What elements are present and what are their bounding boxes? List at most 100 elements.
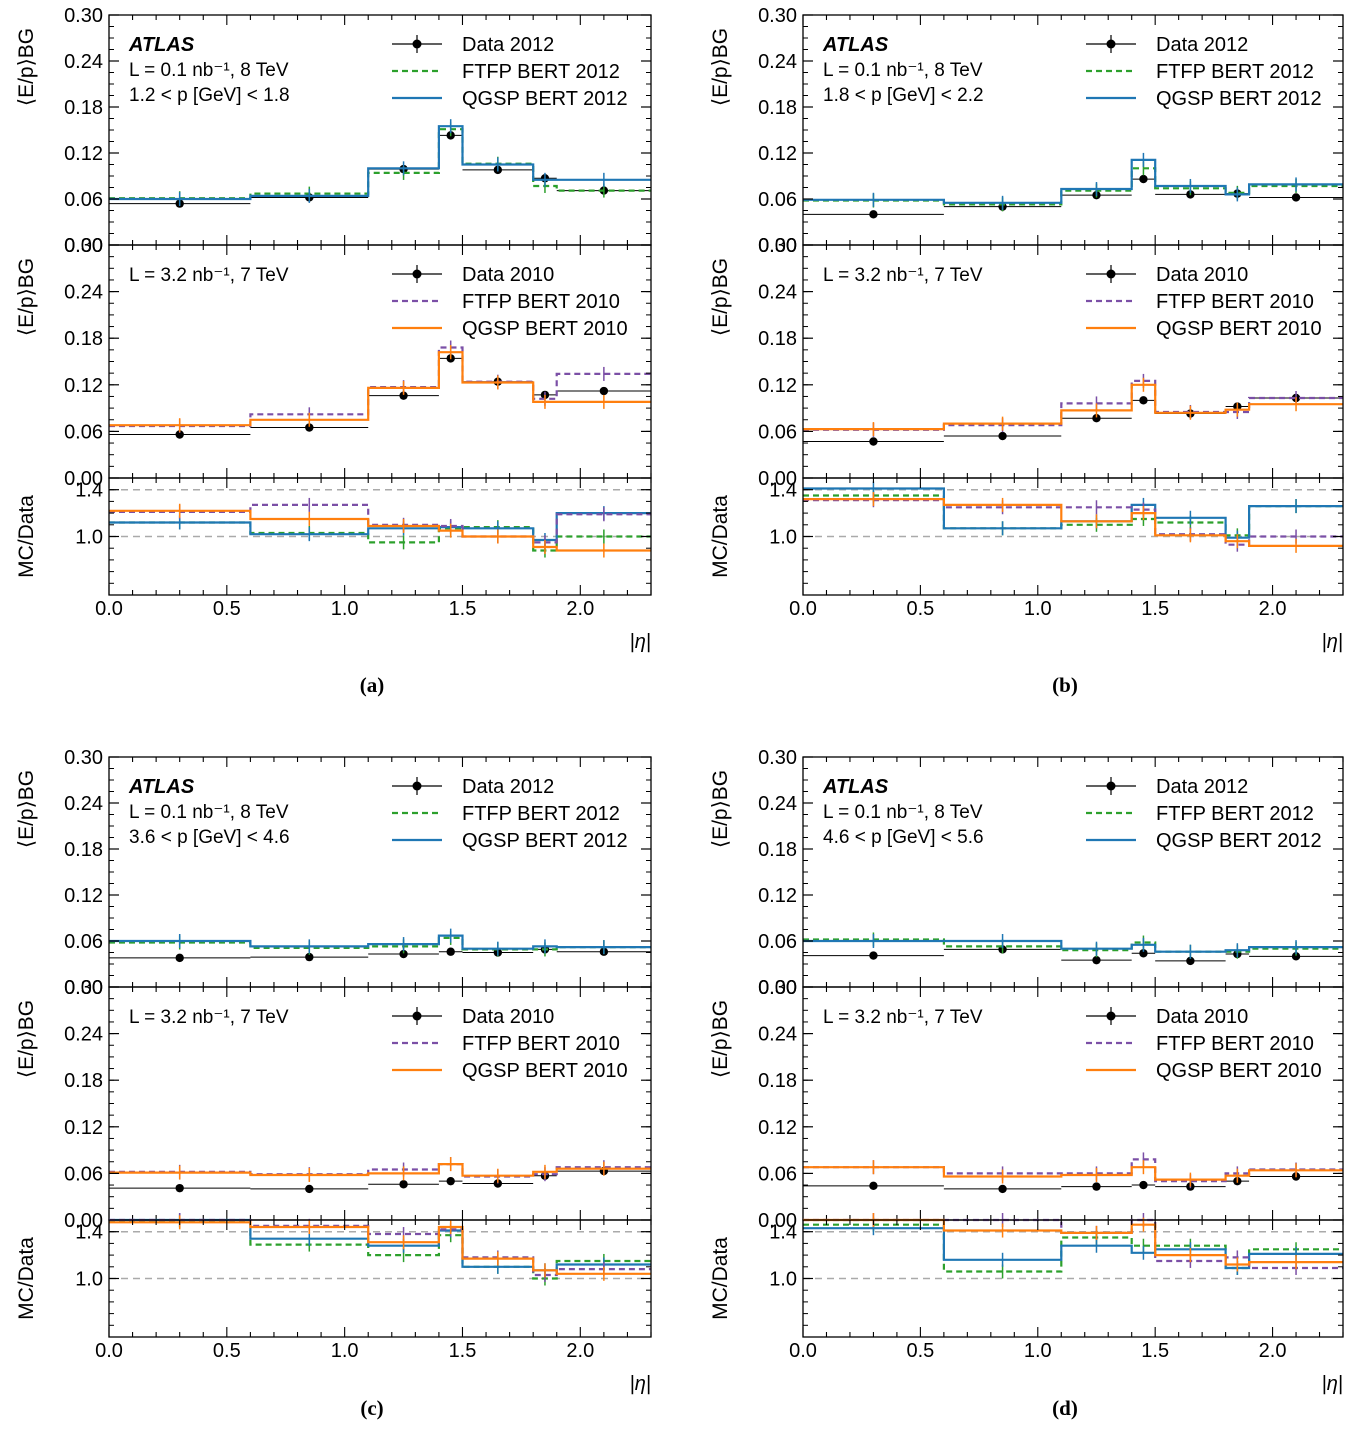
series-line-qgsp_2010	[803, 383, 1343, 431]
y-tick-label: 1.0	[769, 1269, 797, 1291]
series-line-ftfp_2010	[109, 346, 651, 428]
data-point	[1092, 413, 1101, 423]
x-tick-label: 0.0	[789, 598, 817, 620]
y-tick-label: 0.30	[758, 235, 797, 257]
y-tick-label: 1.4	[75, 480, 103, 502]
y-tick-label: 0.24	[64, 51, 103, 73]
series-line-qgsp_2010	[109, 509, 651, 552]
legend-label: QGSP BERT 2010	[462, 318, 628, 340]
y-axis-label-top: ⟨E/p⟩BG	[709, 28, 732, 106]
y-axis-label-top: ⟨E/p⟩BG	[709, 770, 732, 848]
legend-label: Data 2012	[1156, 34, 1248, 56]
atlas-label: ATLAS	[128, 776, 195, 798]
panel-caption: (b)	[1052, 673, 1078, 697]
data-point	[1186, 956, 1195, 966]
y-tick-label: 0.18	[64, 839, 103, 861]
y-tick-label: 1.4	[769, 480, 797, 502]
series-line-qgsp_2010	[803, 1218, 1343, 1266]
lumi-label-2012: L = 0.1 nb⁻¹, 8 TeV	[129, 802, 289, 823]
series-line-qgsp_2010	[109, 1163, 651, 1177]
data-point	[175, 1183, 184, 1193]
x-tick-label: 0.5	[906, 598, 934, 620]
series-line-qgsp_2010	[109, 351, 651, 427]
x-axis-label: |η|	[1322, 631, 1344, 653]
x-tick-label: 1.0	[331, 1340, 359, 1362]
x-tick-label: 0.0	[95, 598, 123, 620]
momentum-range-label: 1.2 < p [GeV] < 1.8	[129, 85, 290, 106]
legend-marker-point	[1106, 39, 1116, 49]
y-axis-label-middle: ⟨E/p⟩BG	[709, 258, 732, 336]
y-tick-label: 0.06	[64, 931, 103, 953]
y-axis-label-top: ⟨E/p⟩BG	[15, 770, 38, 848]
y-tick-label: 0.12	[758, 143, 797, 165]
legend-label: FTFP BERT 2010	[1156, 1033, 1314, 1055]
data-point	[998, 1184, 1007, 1194]
data-point	[1139, 1180, 1148, 1190]
y-tick-label: 0.30	[64, 235, 103, 257]
x-tick-label: 2.0	[566, 598, 594, 620]
data-point	[305, 1184, 314, 1194]
y-tick-label: 0.06	[758, 189, 797, 211]
data-point	[869, 1181, 878, 1191]
lumi-label-2010: L = 3.2 nb⁻¹, 7 TeV	[129, 1007, 289, 1028]
series-line-ftfp_2010	[109, 1163, 651, 1178]
data-point	[869, 210, 878, 219]
y-tick-label: 0.18	[64, 97, 103, 119]
y-tick-label: 0.18	[64, 1070, 103, 1092]
y-axis-label-middle: ⟨E/p⟩BG	[15, 258, 38, 336]
legend-label: QGSP BERT 2012	[1156, 88, 1322, 110]
legend-label: Data 2010	[462, 1006, 554, 1028]
legend-label: Data 2010	[1156, 264, 1248, 286]
legend-marker-point	[1106, 269, 1116, 279]
data-point	[599, 386, 609, 396]
atlas-label: ATLAS	[822, 34, 889, 56]
y-axis-label-middle: ⟨E/p⟩BG	[709, 1000, 732, 1078]
data-point	[1092, 955, 1101, 965]
data-point	[446, 1176, 455, 1186]
legend-label: Data 2010	[1156, 1006, 1248, 1028]
legend-label: QGSP BERT 2012	[1156, 830, 1322, 852]
panel-caption: (a)	[360, 673, 385, 697]
y-tick-label: 0.18	[64, 328, 103, 350]
y-tick-label: 0.12	[64, 885, 103, 907]
x-tick-label: 1.0	[331, 598, 359, 620]
panel-d: 0.000.060.120.180.240.300.000.060.120.18…	[709, 747, 1344, 1420]
y-tick-label: 0.12	[64, 375, 103, 397]
x-tick-label: 1.5	[449, 1340, 477, 1362]
x-axis-label: |η|	[1322, 1373, 1344, 1395]
y-tick-label: 0.24	[758, 1024, 797, 1046]
y-axis-label-ratio: MC/Data	[709, 495, 732, 578]
x-tick-label: 1.5	[449, 598, 477, 620]
series-line-qgsp_2012	[803, 158, 1343, 204]
y-tick-label: 0.00	[758, 468, 797, 490]
series-line-ftfp_2012	[109, 128, 651, 200]
data-point	[175, 953, 184, 963]
y-tick-label: 0.00	[758, 235, 797, 257]
legend-marker-point	[412, 39, 422, 49]
y-tick-label: 0.12	[64, 143, 103, 165]
y-axis-label-top: ⟨E/p⟩BG	[15, 28, 38, 106]
y-tick-label: 0.18	[758, 839, 797, 861]
series-line-qgsp_2012	[109, 125, 651, 201]
lumi-label-2012: L = 0.1 nb⁻¹, 8 TeV	[129, 60, 289, 81]
y-tick-label: 0.24	[64, 793, 103, 815]
panel-b: 0.000.060.120.180.240.300.000.060.120.18…	[709, 5, 1344, 697]
y-tick-label: 0.30	[758, 5, 797, 27]
y-tick-label: 0.00	[758, 977, 797, 999]
atlas-label: ATLAS	[822, 776, 889, 798]
y-tick-label: 0.24	[758, 793, 797, 815]
series-line-ftfp_2012	[803, 938, 1343, 953]
y-tick-label: 1.0	[769, 527, 797, 549]
y-tick-label: 0.18	[758, 328, 797, 350]
series-line-ftfp_2012	[803, 494, 1343, 537]
legend-marker-point	[1106, 781, 1116, 791]
data-point	[399, 1180, 408, 1189]
data-point	[399, 949, 408, 959]
y-tick-label: 1.0	[75, 1269, 103, 1291]
y-tick-label: 0.12	[758, 375, 797, 397]
y-tick-label: 0.12	[64, 1117, 103, 1139]
x-tick-label: 0.5	[213, 1340, 241, 1362]
momentum-range-label: 4.6 < p [GeV] < 5.6	[823, 827, 984, 848]
y-tick-label: 0.24	[758, 282, 797, 304]
